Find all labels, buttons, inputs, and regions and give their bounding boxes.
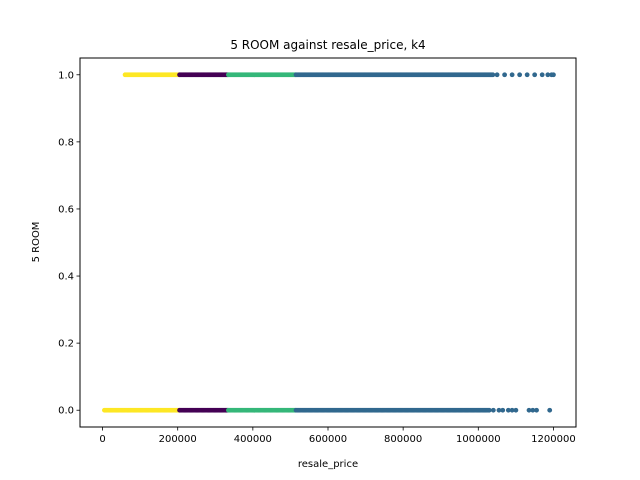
data-point [513, 407, 519, 413]
data-point [517, 72, 523, 78]
data-point [526, 407, 532, 413]
data-point [530, 407, 536, 413]
x-tick-label: 400000 [234, 434, 272, 445]
x-axis: 0 200000 400000 600000 800000 1000000 1200000 [99, 427, 576, 445]
x-tick-label: 200000 [159, 434, 197, 445]
y-tick-label: 1.0 [58, 70, 74, 81]
x-tick-label: 0 [99, 434, 105, 445]
cluster-0 [102, 72, 182, 413]
data-point [496, 407, 502, 413]
y-tick-label: 0.0 [58, 406, 74, 417]
data-point [545, 72, 551, 78]
data-point [547, 407, 553, 413]
data-point [494, 72, 500, 78]
y-tick-label: 0.8 [58, 137, 74, 148]
x-tick-label: 1200000 [531, 434, 576, 445]
chart-title: 5 ROOM against resale_price, k4 [230, 38, 425, 52]
data-point [486, 407, 492, 413]
data-point [539, 72, 545, 78]
data-point [532, 72, 538, 78]
data-point [534, 407, 539, 413]
x-tick-label: 800000 [384, 434, 422, 445]
x-axis-label: resale_price [298, 459, 358, 470]
y-axis-label: 5 ROOM [31, 222, 42, 263]
cluster-3 [293, 72, 556, 413]
data-points [102, 72, 556, 413]
data-point [524, 72, 530, 78]
x-tick-label: 1000000 [456, 434, 501, 445]
data-point [502, 72, 508, 78]
data-point [509, 407, 515, 413]
y-axis: 0.0 0.2 0.4 0.6 0.8 1.0 [58, 70, 80, 417]
x-tick-label: 600000 [309, 434, 347, 445]
data-point [509, 72, 515, 78]
data-point [500, 407, 506, 413]
y-tick-label: 0.4 [58, 272, 74, 283]
data-point [551, 72, 556, 78]
data-point [490, 407, 496, 413]
y-tick-label: 0.6 [58, 204, 74, 215]
data-point [490, 72, 496, 78]
data-point [505, 407, 511, 413]
y-tick-label: 0.2 [58, 339, 74, 350]
